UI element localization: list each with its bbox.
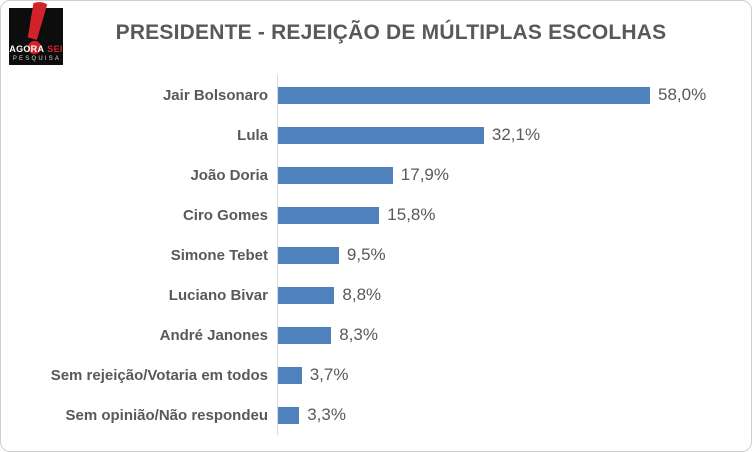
logo-brand-agora: AGORA: [9, 44, 45, 55]
value-label: 9,5%: [346, 245, 386, 264]
value-label: 3,7%: [309, 365, 349, 384]
value-label: 8,8%: [342, 285, 382, 304]
value-label: 17,9%: [400, 165, 449, 184]
value-label: 3,3%: [307, 405, 346, 424]
chart-row: Sem rejeição/Votaria em todos 3,7%: [1, 355, 743, 395]
agora-sei-logo: AGORA SEI PESQUISA: [9, 2, 63, 65]
value-label: 58,0%: [658, 85, 707, 104]
logo-brand-subtitle: PESQUISA: [12, 55, 62, 62]
category-label: Lula: [237, 126, 268, 144]
bar-track: 17,9%: [277, 155, 743, 195]
chart-row: Simone Tebet 9,5%: [1, 235, 743, 275]
bar-track: 3,3%: [277, 395, 743, 435]
chart-rows: Jair Bolsonaro 58,0% Lula 32,1% João Doria 17…: [1, 75, 743, 435]
category-label: João Doria: [190, 166, 268, 184]
category-label: André Janones: [159, 326, 268, 344]
bar: [278, 286, 335, 304]
bar-track: 9,5%: [277, 235, 743, 275]
value-label: 8,3%: [339, 325, 378, 344]
bar: [278, 166, 393, 184]
category-label: Sem rejeição/Votaria em todos: [50, 366, 268, 384]
chart-row: João Doria 17,9%: [1, 155, 743, 195]
bar: [278, 366, 302, 384]
bar-track: 15,8%: [277, 195, 743, 235]
value-label: 32,1%: [491, 125, 541, 144]
chart-row: Lula 32,1%: [1, 115, 743, 155]
logo-brand-sei: SEI: [47, 44, 63, 55]
chart-title: PRESIDENTE - REJEIÇÃO DE MÚLTIPLAS ESCOL…: [115, 21, 667, 44]
bar-track: 58,0%: [277, 75, 743, 115]
chart-row: Sem opinião/Não respondeu 3,3%: [1, 395, 743, 435]
bar: [278, 326, 332, 344]
bar: [278, 86, 650, 104]
exclamation-mark-icon: [27, 2, 48, 55]
bar-chart: Jair Bolsonaro 58,0% Lula 32,1% João Doria 17…: [1, 75, 743, 435]
chart-row: Luciano Bivar 8,8%: [1, 275, 743, 315]
value-label: 15,8%: [387, 205, 436, 224]
chart-header: AGORA SEI PESQUISA PRESIDENTE - REJEIÇÃO …: [1, 1, 751, 71]
category-label: Ciro Gomes: [182, 206, 268, 224]
category-label: Jair Bolsonaro: [162, 86, 268, 104]
bar: [278, 406, 300, 424]
chart-row: André Janones 8,3%: [1, 315, 743, 355]
bar-track: 3,7%: [277, 355, 743, 395]
bar-track: 32,1%: [277, 115, 743, 155]
chart-row: Ciro Gomes 15,8%: [1, 195, 743, 235]
logo-brand-name: AGORA SEI: [9, 45, 63, 54]
bar: [278, 206, 380, 224]
bar-track: 8,8%: [277, 275, 743, 315]
bar: [278, 126, 484, 144]
category-label: Simone Tebet: [170, 246, 268, 264]
logo-text: AGORA SEI PESQUISA: [9, 45, 63, 62]
category-label: Luciano Bivar: [168, 286, 268, 304]
chart-row: Jair Bolsonaro 58,0%: [1, 75, 743, 115]
bar-track: 8,3%: [277, 315, 743, 355]
bar: [278, 246, 339, 264]
category-label: Sem opinião/Não respondeu: [65, 406, 268, 424]
